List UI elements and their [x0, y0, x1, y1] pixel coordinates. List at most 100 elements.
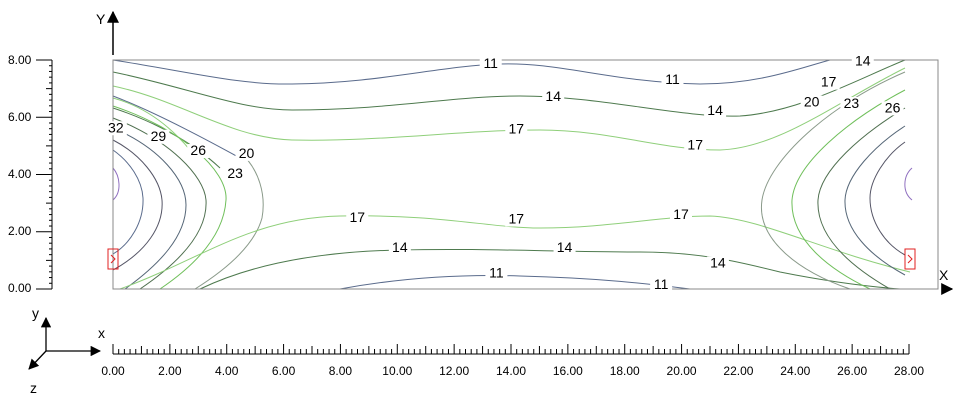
contour-line: [194, 151, 264, 290]
contour-label-bg: [346, 211, 369, 226]
contour-labels: 11 11 14 14 17 17 17 14 20 23 26 32 29 26 20 23 17 17 17 14…: [104, 52, 904, 292]
contour-line: [791, 89, 906, 290]
contour-label: 32: [108, 119, 124, 135]
contour-line: [112, 97, 191, 151]
contour-label-bg: [485, 266, 508, 281]
contour-label: 23: [844, 95, 860, 111]
contour-label: 14: [710, 255, 726, 271]
contour-line: [199, 248, 901, 290]
right-support-marker: [904, 248, 916, 270]
contour-label-bg: [542, 89, 565, 104]
contour-label-bg: [104, 121, 127, 136]
contour-label-bg: [505, 212, 528, 227]
y-tick-label: 0.00: [8, 281, 32, 295]
contour-label: 20: [239, 145, 255, 161]
contour-label: 14: [855, 52, 871, 68]
x-ruler-labels: 0.00 2.00 4.00 6.00 8.00 10.00 12.00 14.00 16.00…: [101, 364, 924, 378]
contour-label: 11: [665, 71, 680, 87]
contour-label-bg: [553, 240, 576, 255]
x-tick-label: 8.00: [329, 364, 353, 378]
contour-label-bg: [224, 166, 247, 181]
contour-label: 17: [687, 136, 703, 152]
x-tick-label: 4.00: [215, 364, 239, 378]
x-tick-label: 14.00: [496, 364, 526, 378]
x-axis-label: X: [939, 267, 949, 283]
x-tick-label: 18.00: [610, 364, 640, 378]
contour-label: 17: [349, 209, 365, 225]
contour-line: [817, 107, 906, 290]
contour-label-bg: [851, 54, 874, 69]
x-ruler-ticks: [112, 344, 910, 354]
contour-label: 26: [885, 99, 901, 115]
contour-label: 20: [804, 94, 820, 110]
vertical-axis: Y 8.00 6.00 4.00 2.00 0.00: [8, 10, 119, 295]
contour-line: [339, 275, 691, 290]
contour-line: [112, 105, 227, 290]
contour-line: [112, 167, 120, 201]
contour-label-bg: [661, 72, 684, 87]
x-tick-label: 20.00: [667, 364, 697, 378]
contour-label: 14: [392, 239, 408, 255]
contour-line: [112, 95, 241, 159]
contour-label: 17: [673, 206, 689, 222]
contour-line: [112, 127, 187, 290]
contour-line: [112, 59, 831, 85]
contour-label-bg: [706, 256, 729, 271]
contour-line: [869, 141, 906, 256]
horizontal-axis-arrow: X: [939, 267, 954, 295]
contour-line: [904, 167, 913, 201]
x-tick-label: 28.00: [894, 364, 924, 378]
contour-label-bg: [881, 101, 904, 116]
y-tick-label: 4.00: [8, 167, 32, 181]
contour-line: [112, 67, 906, 151]
contour-label: 26: [190, 142, 206, 158]
x-tick-label: 2.00: [158, 364, 182, 378]
x-tick-label: 12.00: [439, 364, 469, 378]
contour-label-bg: [684, 138, 707, 153]
contour-label-bg: [187, 144, 210, 159]
triad-y-label: y: [32, 305, 39, 321]
x-ruler: 0.00 2.00 4.00 6.00 8.00 10.00 12.00 14.00 16.00…: [101, 344, 924, 378]
x-tick-label: 0.00: [101, 364, 125, 378]
contour-label-bg: [670, 208, 692, 223]
x-tick-label: 22.00: [723, 364, 753, 378]
contour-label-bg: [704, 104, 727, 119]
contour-label: 11: [489, 265, 504, 281]
x-tick-label: 10.00: [382, 364, 412, 378]
contour-line: [112, 149, 144, 255]
left-support-marker: [107, 248, 119, 270]
contour-label: 29: [151, 128, 167, 144]
contour-label-bg: [388, 240, 411, 255]
contour-label: 17: [821, 74, 837, 90]
contour-label: 17: [508, 210, 524, 226]
contour-label-bg: [817, 75, 840, 90]
x-tick-label: 6.00: [272, 364, 296, 378]
contour-label: 14: [707, 102, 723, 118]
plot-frame: [112, 59, 939, 290]
contour-lines: [112, 59, 913, 290]
contour-label: 14: [557, 239, 573, 255]
contour-line: [112, 59, 906, 117]
contour-label: 23: [227, 165, 243, 181]
contour-label: 11: [654, 276, 669, 292]
y-tick-label: 8.00: [8, 53, 32, 67]
triad-x-label: x: [98, 325, 105, 341]
y-axis-label: Y: [96, 11, 106, 27]
contour-label-bg: [505, 122, 528, 137]
contour-label-bg: [147, 129, 170, 144]
y-tick-label: 2.00: [8, 224, 32, 238]
contour-line: [119, 215, 911, 290]
y-ruler-ticks: [36, 59, 52, 290]
contour-label: 14: [545, 88, 561, 104]
contour-label-bg: [800, 95, 823, 110]
contour-line: [112, 139, 163, 271]
y-tick-label: 6.00: [8, 110, 32, 124]
contour-label-bg: [650, 278, 673, 292]
coordinate-triad: y x z: [28, 305, 105, 396]
contour-label-bg: [479, 57, 502, 72]
x-tick-label: 24.00: [780, 364, 810, 378]
contour-line: [844, 125, 906, 276]
contour-label-bg: [235, 146, 258, 161]
triad-z-arrow: [28, 350, 47, 370]
